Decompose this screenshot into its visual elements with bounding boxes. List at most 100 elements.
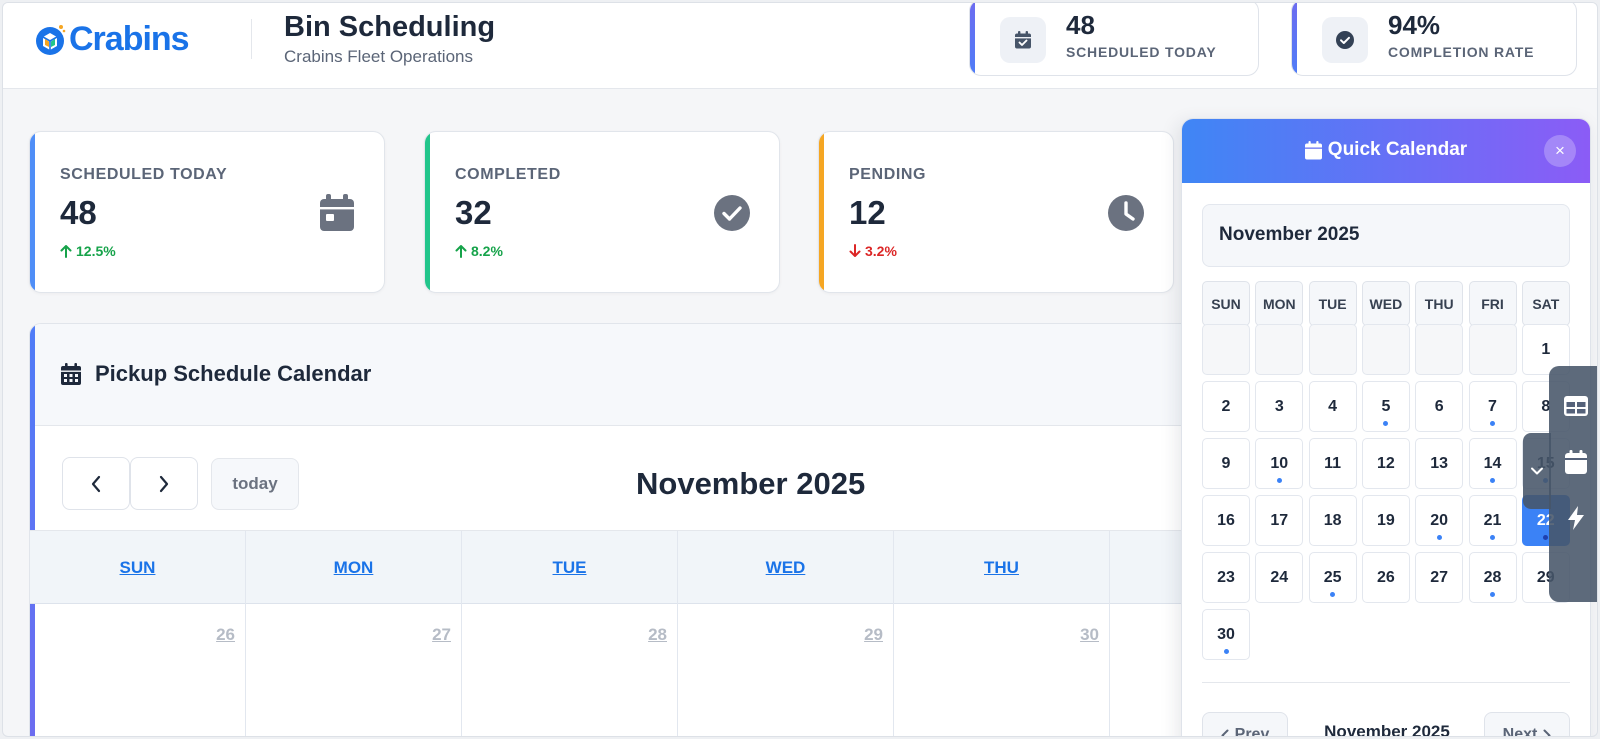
calendar-day-cell[interactable]: 26	[30, 605, 246, 736]
divider	[1202, 682, 1570, 683]
stat-card-completed[interactable]: COMPLETED 32 8.2%	[424, 131, 780, 293]
stat-value: 32	[455, 194, 492, 231]
quick-day-number: 5	[1381, 397, 1391, 415]
quick-day-20[interactable]: 20	[1415, 495, 1464, 546]
quick-calendar-header: Quick Calendar ×	[1182, 119, 1590, 183]
calendar-day-cell[interactable]: 30	[894, 605, 1110, 736]
quick-day-number: 12	[1376, 454, 1395, 472]
quick-day-28[interactable]: 28	[1468, 552, 1517, 603]
quick-day-25[interactable]: 25	[1308, 552, 1357, 603]
next-button[interactable]: Next	[1484, 712, 1570, 736]
quick-day-18[interactable]: 18	[1308, 495, 1357, 546]
header-stat-completion-rate[interactable]: 94% COMPLETION RATE	[1291, 3, 1577, 76]
quick-weekday-sat: SAT	[1521, 281, 1570, 326]
quick-day-9[interactable]: 9	[1202, 438, 1250, 489]
quick-day-number: 13	[1430, 454, 1449, 472]
quick-day-7[interactable]: 7	[1468, 381, 1517, 432]
quick-day-24[interactable]: 24	[1255, 552, 1304, 603]
weekday-header-row: SUN MON TUE WED THU	[30, 530, 1228, 605]
quick-day-10[interactable]: 10	[1255, 438, 1304, 489]
day-number[interactable]: 30	[1080, 625, 1099, 644]
lightning-icon	[1568, 506, 1584, 530]
arrow-down-icon	[849, 244, 861, 257]
dock-quick-action-button[interactable]	[1549, 490, 1597, 546]
quick-action-dock	[1549, 366, 1597, 602]
quick-day-empty	[1361, 324, 1410, 375]
header-stat-scheduled-today[interactable]: 48 SCHEDULED TODAY	[969, 3, 1259, 76]
quick-day-number: 20	[1430, 511, 1449, 529]
calendar-day-cell[interactable]: 29	[678, 605, 894, 736]
calendar-title: Pickup Schedule Calendar	[95, 361, 372, 386]
quick-day-12[interactable]: 12	[1361, 438, 1410, 489]
crabins-logo[interactable]: Crabins	[33, 17, 190, 61]
close-button[interactable]: ×	[1544, 135, 1576, 167]
quick-day-number: 8	[1541, 397, 1551, 415]
quick-day-number: 11	[1324, 454, 1342, 472]
quick-day-30[interactable]: 30	[1202, 609, 1250, 660]
quick-weekday-fri: FRI	[1468, 281, 1517, 326]
event-dot	[1490, 592, 1495, 597]
quick-day-5[interactable]: 5	[1361, 381, 1410, 432]
quick-day-6[interactable]: 6	[1415, 381, 1464, 432]
day-number[interactable]: 27	[432, 625, 451, 644]
dock-toggle-button[interactable]	[1523, 433, 1551, 509]
day-number[interactable]: 28	[648, 625, 667, 644]
chevron-down-icon	[1531, 467, 1543, 475]
day-number[interactable]: 29	[864, 625, 883, 644]
quick-day-26[interactable]: 26	[1361, 552, 1410, 603]
day-number[interactable]: 26	[216, 625, 235, 644]
quick-day-number: 16	[1217, 511, 1235, 529]
today-button[interactable]: today	[211, 458, 299, 510]
calendar-day-cell[interactable]: 28	[462, 605, 678, 736]
quick-day-23[interactable]: 23	[1202, 552, 1250, 603]
quick-day-13[interactable]: 13	[1415, 438, 1464, 489]
calendar-icon	[1304, 140, 1322, 159]
quick-day-number: 10	[1270, 454, 1289, 472]
next-month-button[interactable]	[130, 457, 198, 510]
stat-card-pending[interactable]: PENDING 12 3.2%	[818, 131, 1174, 293]
dock-table-button[interactable]	[1549, 378, 1597, 434]
quick-calendar-month[interactable]: November 2025	[1202, 204, 1570, 267]
stat-label: PENDING	[849, 166, 927, 183]
dock-calendar-button[interactable]	[1549, 434, 1597, 490]
stat-card-scheduled-today[interactable]: SCHEDULED TODAY 48 12.5%	[29, 131, 385, 293]
quick-weekday-sun: SUN	[1202, 281, 1250, 326]
weekday-sun[interactable]: SUN	[30, 531, 246, 605]
weekday-mon[interactable]: MON	[246, 531, 462, 605]
header-stat-value: 48	[1066, 10, 1095, 40]
quick-day-number: 21	[1483, 511, 1502, 529]
logo-cube-icon	[36, 25, 66, 55]
quick-day-number: 27	[1430, 568, 1449, 586]
card-accent-bar	[30, 132, 35, 292]
quick-day-11[interactable]: 11	[1308, 438, 1357, 489]
quick-day-14[interactable]: 14	[1468, 438, 1517, 489]
page-title: Bin Scheduling	[284, 11, 496, 43]
quick-weekday-wed: WED	[1361, 281, 1410, 326]
quick-day-2[interactable]: 2	[1202, 381, 1250, 432]
quick-calendar-title: Quick Calendar	[1327, 139, 1468, 160]
quick-day-16[interactable]: 16	[1202, 495, 1250, 546]
quick-weekday-mon: MON	[1255, 281, 1304, 326]
stat-change-value: 3.2%	[865, 243, 897, 259]
quick-day-4[interactable]: 4	[1308, 381, 1357, 432]
quick-day-21[interactable]: 21	[1468, 495, 1517, 546]
quick-day-17[interactable]: 17	[1255, 495, 1304, 546]
quick-day-3[interactable]: 3	[1255, 381, 1304, 432]
quick-day-27[interactable]: 27	[1415, 552, 1464, 603]
header-divider	[251, 19, 252, 59]
arrow-up-icon	[455, 245, 467, 258]
calendar-month-title: November 2025	[636, 466, 866, 501]
prev-month-button[interactable]	[62, 457, 130, 510]
quick-day-19[interactable]: 19	[1361, 495, 1410, 546]
arrow-up-icon	[60, 245, 72, 258]
weekday-tue[interactable]: TUE	[462, 531, 678, 605]
calendar-day-cell[interactable]: 27	[246, 605, 462, 736]
quick-day-number: 4	[1328, 397, 1338, 415]
quick-day-number: 19	[1376, 511, 1395, 529]
stat-label: SCHEDULED TODAY	[60, 166, 228, 183]
header-stat-value: 94%	[1388, 10, 1441, 40]
prev-button[interactable]: Prev	[1202, 712, 1288, 736]
quick-day-number: 28	[1483, 568, 1502, 586]
weekday-thu[interactable]: THU	[894, 531, 1110, 605]
weekday-wed[interactable]: WED	[678, 531, 894, 605]
